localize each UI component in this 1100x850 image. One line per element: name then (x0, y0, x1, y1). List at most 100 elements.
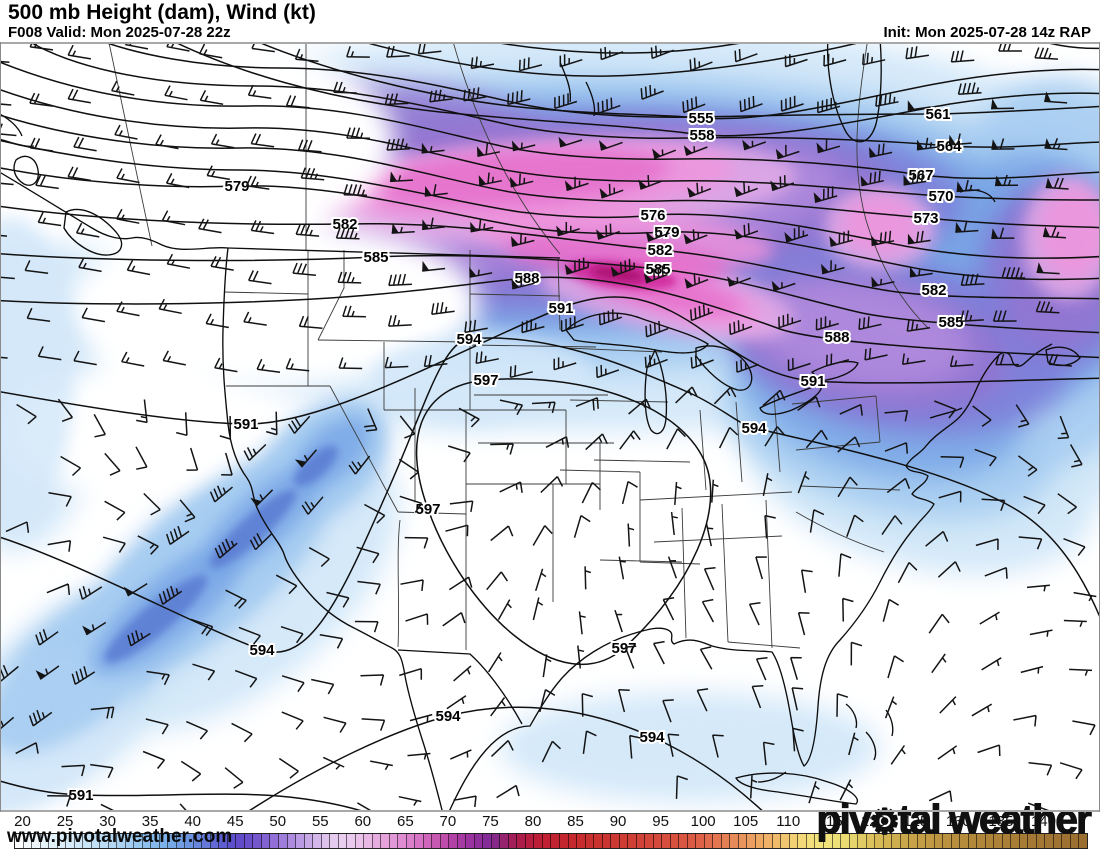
colorbar-cell (227, 834, 237, 848)
colorbar-cell (210, 834, 220, 848)
colorbar-cell (1019, 834, 1029, 848)
colorbar-tick: 140 (1030, 813, 1056, 830)
svg-text:582: 582 (332, 216, 357, 233)
svg-text:561: 561 (925, 106, 950, 123)
colorbar-cell (253, 834, 262, 848)
colorbar-cell (730, 834, 739, 848)
svg-text:597: 597 (611, 640, 636, 657)
svg-text:585: 585 (363, 249, 388, 266)
colorbar-cell (406, 834, 416, 848)
map-bottom-border (0, 810, 1100, 812)
svg-text:555: 555 (688, 110, 713, 127)
svg-text:585: 585 (938, 314, 963, 331)
colorbar-cell (49, 834, 58, 848)
colorbar-cell (977, 834, 986, 848)
colorbar-cell (806, 834, 816, 848)
colorbar-cell (602, 834, 612, 848)
colorbar-cell (330, 834, 339, 848)
colorbar-cell (74, 834, 84, 848)
colorbar-cell (832, 834, 842, 848)
colorbar-cell (355, 834, 365, 848)
colorbar-cell (117, 834, 126, 848)
colorbar-cell (508, 834, 518, 848)
pivotal-weather-logo: piv⚙tal weather (816, 796, 1093, 842)
colorbar-cell (900, 834, 910, 848)
colorbar-cell (202, 834, 211, 848)
colorbar-cell (83, 834, 92, 848)
colorbar-cell (636, 834, 646, 848)
colorbar-cell (15, 834, 24, 848)
colorbar-cell (313, 834, 322, 848)
colorbar-cell (585, 834, 595, 848)
colorbar-tick: 55 (311, 813, 329, 830)
svg-text:597: 597 (473, 372, 498, 389)
colorbar-cell (704, 834, 714, 848)
colorbar-cell (645, 834, 654, 848)
colorbar-tick: 35 (141, 813, 159, 830)
colorbar-cell (849, 834, 859, 848)
header: 500 mb Height (dam), Wind (kt) F008 Vali… (0, 0, 1100, 42)
colorbar-cell (415, 834, 424, 848)
colorbar-tick: 95 (652, 813, 669, 830)
colorbar-cell (738, 834, 748, 848)
svg-text:591: 591 (800, 373, 825, 390)
svg-text:591: 591 (548, 300, 573, 317)
svg-text:594: 594 (435, 708, 461, 725)
colorbar-cell (159, 834, 169, 848)
colorbar-cell (594, 834, 603, 848)
colorbar-cell (917, 834, 927, 848)
colorbar-tick: 75 (482, 813, 499, 830)
colorbar-cell (1011, 834, 1020, 848)
logo-text: piv (816, 796, 872, 842)
wind-speed-colorbar-legend: 20 25 30 35 40 45 50 55 60 65 70 75 80 85 90 95 100 105 11… (0, 812, 1100, 850)
colorbar-tick: 80 (524, 813, 542, 830)
colorbar-cell (185, 834, 194, 848)
colorbar-cell (670, 834, 680, 848)
colorbar-tick: 105 (733, 813, 759, 830)
colorbar-cell (142, 834, 152, 848)
colorbar-cell (270, 834, 279, 848)
colorbar-tick: 100 (690, 813, 716, 830)
colorbar-cell (125, 834, 135, 848)
colorbar-cell (994, 834, 1003, 848)
map-left-border (0, 42, 1, 812)
colorbar-cell (176, 834, 186, 848)
colorbar-tick: 45 (226, 813, 244, 830)
colorbar-cell (389, 834, 399, 848)
svg-text:591: 591 (233, 416, 258, 433)
svg-text:588: 588 (824, 329, 849, 346)
colorbar-cell (296, 834, 305, 848)
colorbar-tick: 125 (903, 813, 929, 830)
svg-text:564: 564 (936, 138, 962, 155)
colorbar-cell (32, 834, 41, 848)
colorbar-cell (747, 834, 756, 848)
colorbar-cell (449, 834, 458, 848)
svg-text:594: 594 (741, 420, 767, 437)
logo-text: tal weather (897, 796, 1092, 842)
map-area: 555 558 561 564 567 570 573 576 579 579 582 582 582 5… (0, 42, 1100, 847)
colorbar-tick: 30 (99, 813, 116, 830)
colorbar-cell (619, 834, 629, 848)
colorbar-cell (440, 834, 450, 848)
svg-text:576: 576 (640, 207, 665, 224)
colorbar-cell (1062, 834, 1071, 848)
page-title: 500 mb Height (dam), Wind (kt) (8, 1, 316, 24)
colorbar-cell (134, 834, 143, 848)
valid-time-label: F008 Valid: Mon 2025-07-28 22z (8, 24, 231, 41)
colorbar-cell (866, 834, 876, 848)
init-time-label: Init: Mon 2025-07-28 14z RAP (883, 24, 1091, 41)
svg-text:594: 594 (249, 642, 275, 659)
colorbar-cell (100, 834, 109, 848)
colorbar-cell (798, 834, 807, 848)
weather-map-canvas: 5555585615645675705735765795795825825825… (0, 42, 1100, 812)
colorbar-cell (1045, 834, 1054, 848)
colorbar-cell (278, 834, 288, 848)
colorbar-cell (151, 834, 160, 848)
svg-text:582: 582 (647, 242, 672, 259)
colorbar-tick: 115 (818, 813, 843, 830)
colorbar-cell (466, 834, 475, 848)
colorbar-cell (40, 834, 50, 848)
colorbar-cell (713, 834, 722, 848)
map-top-border (0, 42, 1100, 44)
